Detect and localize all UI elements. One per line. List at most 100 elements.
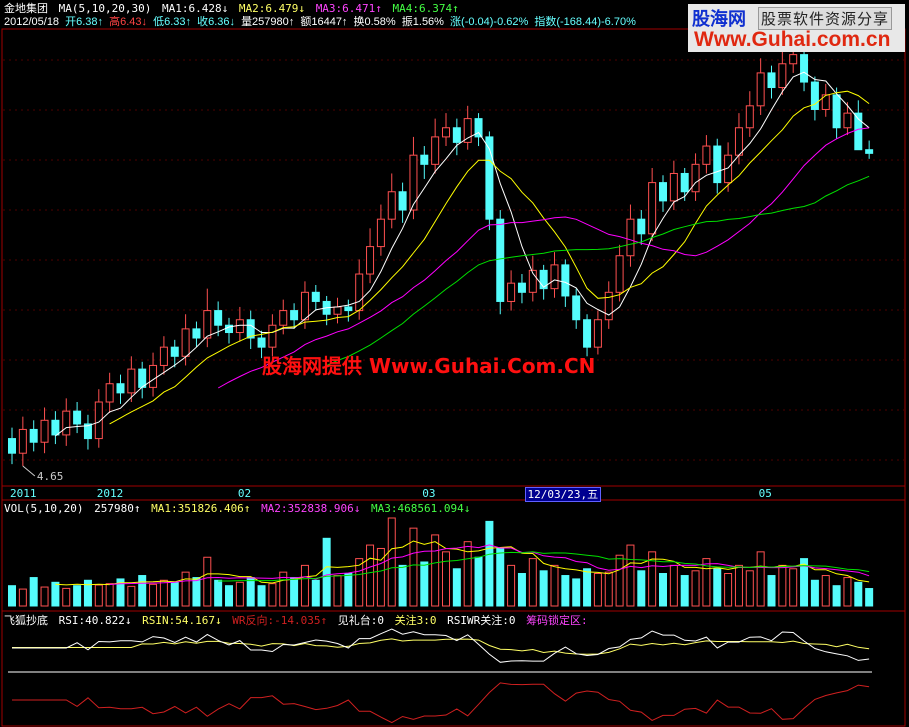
volume-bar	[734, 564, 743, 607]
volume-bar	[452, 568, 461, 607]
wr-value: WR反向:-14.035↑	[232, 614, 328, 627]
volume-bar	[420, 561, 429, 607]
candle-up	[94, 401, 103, 440]
logo-name: 股海网	[692, 9, 746, 30]
volume-bar	[366, 544, 375, 607]
candle-down	[170, 346, 179, 357]
candle-up	[648, 182, 657, 235]
candle-up	[203, 310, 212, 339]
candle-up	[593, 319, 602, 348]
candle-up	[691, 163, 700, 193]
candle-up	[463, 118, 472, 143]
volume-bar	[29, 577, 38, 607]
candle-down	[637, 218, 646, 235]
volume-bar	[724, 573, 733, 607]
logo-url: Www.Guhai.com.cn	[694, 28, 891, 51]
volume-bar	[235, 581, 244, 607]
candle-down	[116, 383, 125, 394]
candle-up	[268, 324, 277, 348]
candle-down	[767, 72, 776, 89]
volume-bar	[691, 570, 700, 607]
candle-down	[572, 295, 581, 321]
close-value: 收6.36↓	[197, 16, 235, 28]
main-header-row1: 金地集团 MA(5,10,20,30) MA1:6.428↓ MA2:6.479…	[4, 2, 463, 15]
volume-bar	[821, 575, 830, 607]
volume-bar	[322, 537, 331, 607]
volume-bar	[105, 583, 114, 607]
ma2-value: MA2:6.479↓	[238, 2, 306, 15]
main-header-row2: 2012/05/18 开6.38↑ 高6.43↓ 低6.33↑ 收6.36↓ 量…	[4, 16, 639, 29]
volume-bar	[127, 585, 136, 607]
volume-header: VOL(5,10,20) 257980↑ MA1:351826.406↑ MA2…	[4, 502, 474, 515]
open-value: 开6.38↑	[65, 16, 104, 28]
volume-bar	[149, 583, 158, 607]
candle-down	[517, 282, 526, 293]
candle-up	[507, 282, 516, 302]
indicator-header: 飞狐抄底 RSI:40.822↓ RSIN:54.167↓ WR反向:-14.0…	[4, 614, 592, 627]
volume-bar	[604, 571, 613, 607]
volume-bar	[398, 564, 407, 607]
volume-bar	[637, 570, 646, 607]
candle-up	[62, 410, 71, 436]
candle-down	[474, 118, 483, 138]
candle-down	[420, 154, 429, 165]
rsiwr-value: RSIWR关注:0	[447, 614, 516, 627]
candle-up	[181, 328, 190, 357]
candle-down	[485, 136, 494, 220]
date-axis-label: 2011	[10, 487, 37, 500]
volume-bar	[225, 585, 233, 607]
volume-bar	[300, 564, 309, 607]
candle-down	[214, 310, 223, 326]
volume-bar	[159, 579, 168, 607]
candle-up	[40, 419, 49, 443]
volume-bar	[442, 551, 450, 607]
wr-line	[12, 682, 870, 724]
candle-down	[83, 423, 92, 440]
volume-bar	[778, 564, 787, 607]
high-value: 高6.43↓	[109, 16, 148, 28]
volume-bar	[181, 571, 190, 607]
candle-up	[789, 54, 798, 65]
volume-bar	[517, 573, 526, 607]
rsi-line	[12, 628, 870, 663]
ma3-value: MA3:6.471↑	[315, 2, 382, 15]
volume-bar	[355, 558, 364, 607]
date-axis-label: 05	[758, 487, 772, 500]
volume-bar	[62, 587, 71, 607]
watermark: 股海网提供 Www.Guhai.Com.CN	[262, 354, 596, 378]
candle-down	[344, 306, 353, 312]
cursor-date-label: 12/03/23,五	[524, 487, 602, 502]
date-axis-label: 2012	[96, 487, 124, 500]
jlt-value: 见礼台:0	[337, 614, 384, 627]
volume-bar	[745, 570, 754, 607]
volume-bar	[51, 581, 60, 607]
candle-up	[442, 127, 450, 138]
focus-value: 关注3:0	[394, 614, 437, 627]
ma-label: MA(5,10,20,30)	[58, 2, 152, 15]
candle-down	[29, 428, 38, 443]
candle-down	[659, 182, 667, 202]
volume-bar	[572, 578, 581, 607]
volume-bar	[713, 568, 722, 607]
chart-frame	[1, 28, 906, 727]
candle-down	[8, 438, 16, 454]
date-axis-label: 02	[237, 487, 252, 500]
volume-bar	[583, 568, 592, 607]
candle-up	[387, 191, 396, 220]
volume-bar	[279, 571, 288, 607]
candle-down	[73, 410, 82, 425]
volume-bar	[702, 558, 711, 607]
rsi-value: RSI:40.822↓	[58, 614, 132, 627]
candle-down	[832, 94, 841, 129]
candle-up	[528, 269, 537, 293]
ma4-value: MA4:6.374↑	[392, 2, 459, 15]
ma1-value: MA1:6.428↓	[161, 2, 229, 15]
volume-bar	[474, 556, 483, 607]
volume-bar	[333, 575, 342, 607]
vol-ma3: MA3:468561.094↓	[371, 502, 471, 515]
volume-bar	[659, 573, 667, 607]
candle-down	[138, 368, 147, 388]
index-value: 指数(-168.44)-6.70%	[534, 16, 636, 28]
volume-bar	[387, 517, 396, 607]
